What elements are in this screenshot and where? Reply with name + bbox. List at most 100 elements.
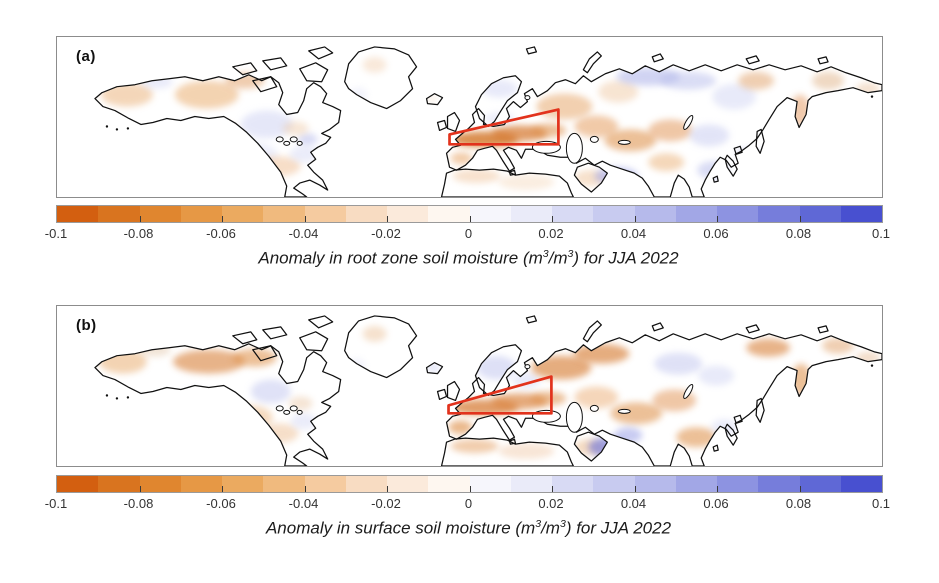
anomaly-patch: [531, 355, 592, 380]
anomaly-patch: [224, 72, 265, 89]
coastline: [745, 55, 760, 65]
aral-sea: [589, 135, 599, 143]
anomaly-patch: [172, 349, 245, 374]
great-lake: [283, 140, 291, 146]
landmass: [583, 320, 602, 342]
island-dot: [126, 396, 130, 399]
anomaly-patch: [450, 152, 473, 165]
anomaly-patch: [610, 402, 663, 425]
colorbar-segment: [387, 206, 429, 222]
anomaly-patch: [498, 443, 555, 460]
coastline: [474, 344, 523, 397]
lake-ladoga: [524, 95, 531, 101]
coastline: [508, 438, 517, 445]
colorbar-segment: [717, 476, 759, 492]
colorbar-segment: [840, 206, 882, 222]
anomaly-patch: [282, 121, 309, 136]
coastline: [745, 324, 760, 334]
coastline: [344, 46, 418, 110]
lake-balkhash: [617, 139, 631, 145]
coastline: [308, 46, 334, 60]
anomaly-patch: [712, 83, 757, 110]
anomaly-patch: [573, 343, 630, 364]
aral-sea: [589, 404, 599, 412]
coastline: [525, 315, 538, 324]
coastline: [94, 74, 342, 197]
great-lake: [296, 140, 303, 146]
caption-a-text: Anomaly in root zone soil moisture (m: [258, 248, 543, 268]
coastline: [446, 111, 461, 133]
great-lake: [296, 409, 303, 415]
coastline: [817, 56, 829, 65]
colorbar-tick-label: 0.08: [785, 226, 812, 241]
coastline: [755, 397, 765, 423]
colorbar-tick-label: -0.02: [371, 496, 401, 511]
anomaly-patch: [289, 146, 318, 163]
coastline: [436, 388, 448, 401]
colorbar-segment: [675, 476, 717, 492]
caspian-sea: [565, 132, 583, 164]
colorbar-segment: [428, 476, 470, 492]
colorbar-segment: [634, 476, 676, 492]
caption-a-sup1: 3: [542, 248, 549, 260]
anomaly-patch: [190, 413, 223, 438]
coastline: [582, 320, 602, 343]
colorbar-segment: [345, 206, 387, 222]
anomaly-patch: [240, 110, 293, 139]
coastline: [508, 169, 517, 176]
great-lake: [289, 405, 298, 412]
anomaly-patch: [530, 123, 567, 138]
anomaly-patch: [290, 413, 317, 430]
colorbar-tick-label: 0: [464, 496, 473, 511]
colorbar-tick-label: 0.04: [620, 226, 647, 241]
colorbar-tick-label: -0.02: [371, 226, 401, 241]
coastline: [817, 325, 829, 334]
colorbar-segment: [57, 476, 99, 492]
colorbar-tick-label: 0.02: [538, 226, 564, 241]
colorbar-tick-mark: [222, 486, 223, 492]
anomaly-patch: [746, 338, 791, 357]
colorbar-segment: [717, 206, 759, 222]
colorbar-tick-label: 0.04: [620, 496, 647, 511]
colorbar-tick-label: 0.08: [785, 496, 812, 511]
colorbar-segment: [263, 476, 305, 492]
coastline: [262, 57, 288, 71]
colorbar-segment: [139, 206, 181, 222]
colorbar-tick-mark: [552, 486, 553, 492]
anomaly-patch: [452, 169, 501, 184]
colorbar-segment: [593, 476, 635, 492]
coastline: [440, 437, 574, 466]
colorbar-tick-mark: [799, 216, 801, 222]
lake-baikal: [683, 383, 694, 399]
colorbar-tick-mark: [634, 216, 636, 222]
coastline: [525, 46, 538, 55]
caption-b-post: ) for JJA 2022: [565, 518, 672, 538]
caspian-sea: [565, 401, 583, 433]
colorbar-tick-mark: [634, 486, 636, 492]
coastline: [733, 145, 743, 155]
coastline: [446, 380, 461, 402]
coastline: [755, 128, 765, 154]
anomaly-patch: [689, 124, 730, 147]
colorbar-segment: [98, 206, 140, 222]
island-dot: [105, 125, 109, 128]
colorbar-segment: [387, 476, 429, 492]
colorbar-tick-mark: [469, 486, 471, 492]
caption-a-sup2: 3: [567, 248, 574, 260]
colorbar-segment: [510, 206, 552, 222]
colorbar-segment: [304, 476, 346, 492]
coastline: [440, 168, 574, 197]
coastline: [232, 331, 258, 345]
inland-seas: [105, 364, 874, 433]
world-map-a: [94, 46, 882, 197]
colorbar-tick-label: 0.1: [871, 496, 891, 511]
anomaly-patch: [297, 133, 318, 146]
lake-ladoga: [524, 364, 531, 370]
coastline: [425, 362, 444, 375]
colorbar-tick-label: 0: [464, 226, 473, 241]
landmass: [447, 381, 460, 401]
coastline: [344, 315, 418, 379]
colorbar-tick-mark: [304, 486, 306, 492]
lake-balkhash: [617, 408, 631, 414]
coastline: [425, 93, 444, 106]
